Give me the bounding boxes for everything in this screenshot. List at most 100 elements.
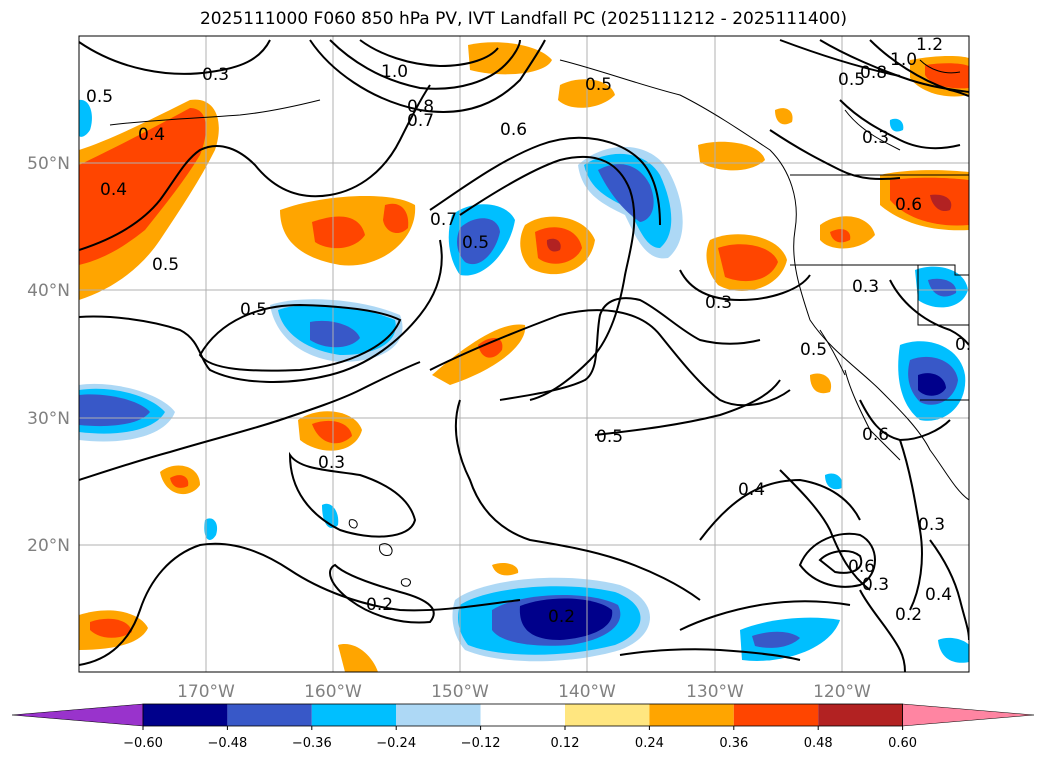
colorbar-segment (818, 704, 903, 726)
pv-contours (79, 39, 969, 672)
lon-label: 160°W (304, 682, 362, 702)
anomaly-positive-core (925, 63, 969, 89)
colorbar-segment (649, 704, 734, 726)
contour-label: 0.6 (862, 425, 889, 445)
colorbar-extend-high (902, 703, 1035, 727)
contour-label: 0.6 (848, 557, 875, 577)
colorbar-segment (396, 704, 481, 726)
anomaly-positive-core (478, 338, 503, 358)
contour-label: 0.5 (240, 300, 267, 320)
colorbar-segment (733, 704, 819, 726)
lon-label: 130°W (686, 682, 744, 702)
anomaly-positive-core (90, 618, 132, 638)
anomaly-negative-region (204, 518, 218, 540)
colorbar-tick-label: 0.48 (804, 736, 833, 751)
colorbar-tick-label: −0.24 (376, 736, 416, 751)
anomaly-positive-region (338, 644, 378, 672)
contour-label: 0.5 (462, 233, 489, 253)
colorbar-segment (311, 704, 397, 726)
contour-label: 0.3 (852, 277, 879, 297)
lon-label: 140°W (558, 682, 616, 702)
map-frame (78, 35, 970, 673)
contour-label: 0.5 (585, 75, 612, 95)
anomaly-positive-core (890, 177, 969, 226)
contour-label: 0.5 (955, 335, 982, 355)
anomaly-positive-core (79, 108, 206, 265)
anomaly-positive-extreme (546, 238, 561, 252)
anomaly-positive-region (492, 562, 519, 576)
lon-label: 120°W (813, 682, 871, 702)
contour-label: 0.4 (738, 480, 765, 500)
contour-label: 0.5 (838, 70, 865, 90)
colorbar: −0.60 −0.48 −0.36 −0.24 −0.12 0.12 0.24 0.36 0.4… (11, 703, 1035, 751)
colorbar-tick-label: −0.12 (461, 736, 501, 751)
anomaly-negative-region (79, 99, 92, 137)
anomaly-negative-core (310, 320, 360, 348)
map-background (79, 36, 969, 672)
anomaly-negative-region (889, 118, 904, 132)
colorbar-tick-label: 0.24 (635, 736, 664, 751)
anomaly-negative-core (457, 218, 500, 265)
anomaly-positive-extreme (930, 194, 952, 212)
anomaly-positive-region (432, 324, 526, 385)
colorbar-tick-label: 0.12 (551, 736, 580, 751)
lon-label: 170°W (177, 682, 235, 702)
contour-label: 0.5 (152, 255, 179, 275)
contour-label: 0.8 (407, 97, 434, 117)
coastlines (109, 59, 969, 587)
anomaly-negative-core (752, 631, 800, 648)
contour-label: 0.7 (430, 210, 457, 230)
contour-label: 0.4 (925, 585, 952, 605)
anomaly-negative-extreme (918, 373, 946, 396)
anomaly-negative-core (598, 164, 654, 222)
contour-label: 0.3 (705, 293, 732, 313)
contour-label: 0.3 (202, 65, 229, 85)
contour-label: 0.2 (895, 605, 922, 625)
map-title: 2025111000 F060 850 hPa PV, IVT Landfall… (199, 9, 847, 29)
anomaly-positive-core (312, 420, 352, 444)
anomaly-positive-core (383, 203, 409, 234)
contour-label: 0.5 (86, 87, 113, 107)
colorbar-extend-low (11, 703, 144, 727)
colorbar-segment (480, 704, 565, 726)
anomaly-negative-core (928, 278, 957, 297)
colorbar-tick-label: −0.60 (123, 736, 163, 751)
contour-label: 0.3 (862, 128, 889, 148)
anomaly-positive-core (718, 244, 778, 282)
colorbar-outline (142, 703, 903, 727)
contour-label: 0.6 (895, 195, 922, 215)
lat-label: 30°N (27, 409, 70, 429)
latitude-labels: 50°N 40°N 30°N 20°N (27, 154, 70, 556)
contour-label: 0.7 (407, 111, 434, 131)
anomaly-positive-region (775, 108, 793, 125)
shaded-anomalies (79, 42, 969, 672)
colorbar-tick-label: 0.60 (888, 736, 917, 751)
anomaly-positive-core (312, 216, 365, 249)
colorbar-tick-label: 0.36 (719, 736, 748, 751)
anomaly-negative-region (938, 637, 969, 663)
graticule (79, 36, 969, 672)
contour-labels: 0.3 1.0 0.8 0.7 0.5 0.6 1.2 1.0 0.8 0.5 … (86, 36, 982, 627)
lat-label: 40°N (27, 281, 70, 301)
contour-label: 1.0 (890, 50, 917, 70)
lon-label: 150°W (431, 682, 489, 702)
contour-label: 0.5 (596, 427, 623, 447)
lat-label: 20°N (27, 536, 70, 556)
contour-label: 0.3 (918, 515, 945, 535)
colorbar-tick-label: −0.48 (207, 736, 247, 751)
anomaly-negative-extreme (519, 598, 613, 640)
contour-label: 0.5 (800, 340, 827, 360)
colorbar-segment (227, 704, 312, 726)
contour-label: 0.4 (100, 180, 127, 200)
contour-label: 0.3 (862, 575, 889, 595)
longitude-labels: 170°W 160°W 150°W 140°W 130°W 120°W (177, 682, 871, 702)
contour-label: 0.2 (366, 595, 393, 615)
colorbar-tick-label: −0.36 (292, 736, 332, 751)
colorbar-segment (143, 704, 228, 726)
map-area: 0.3 1.0 0.8 0.7 0.5 0.6 1.2 1.0 0.8 0.5 … (79, 36, 982, 672)
contour-label: 0.4 (138, 125, 165, 145)
contour-label: 1.0 (381, 62, 408, 82)
anomaly-positive-region (810, 373, 832, 394)
contour-label: 0.8 (860, 63, 887, 83)
